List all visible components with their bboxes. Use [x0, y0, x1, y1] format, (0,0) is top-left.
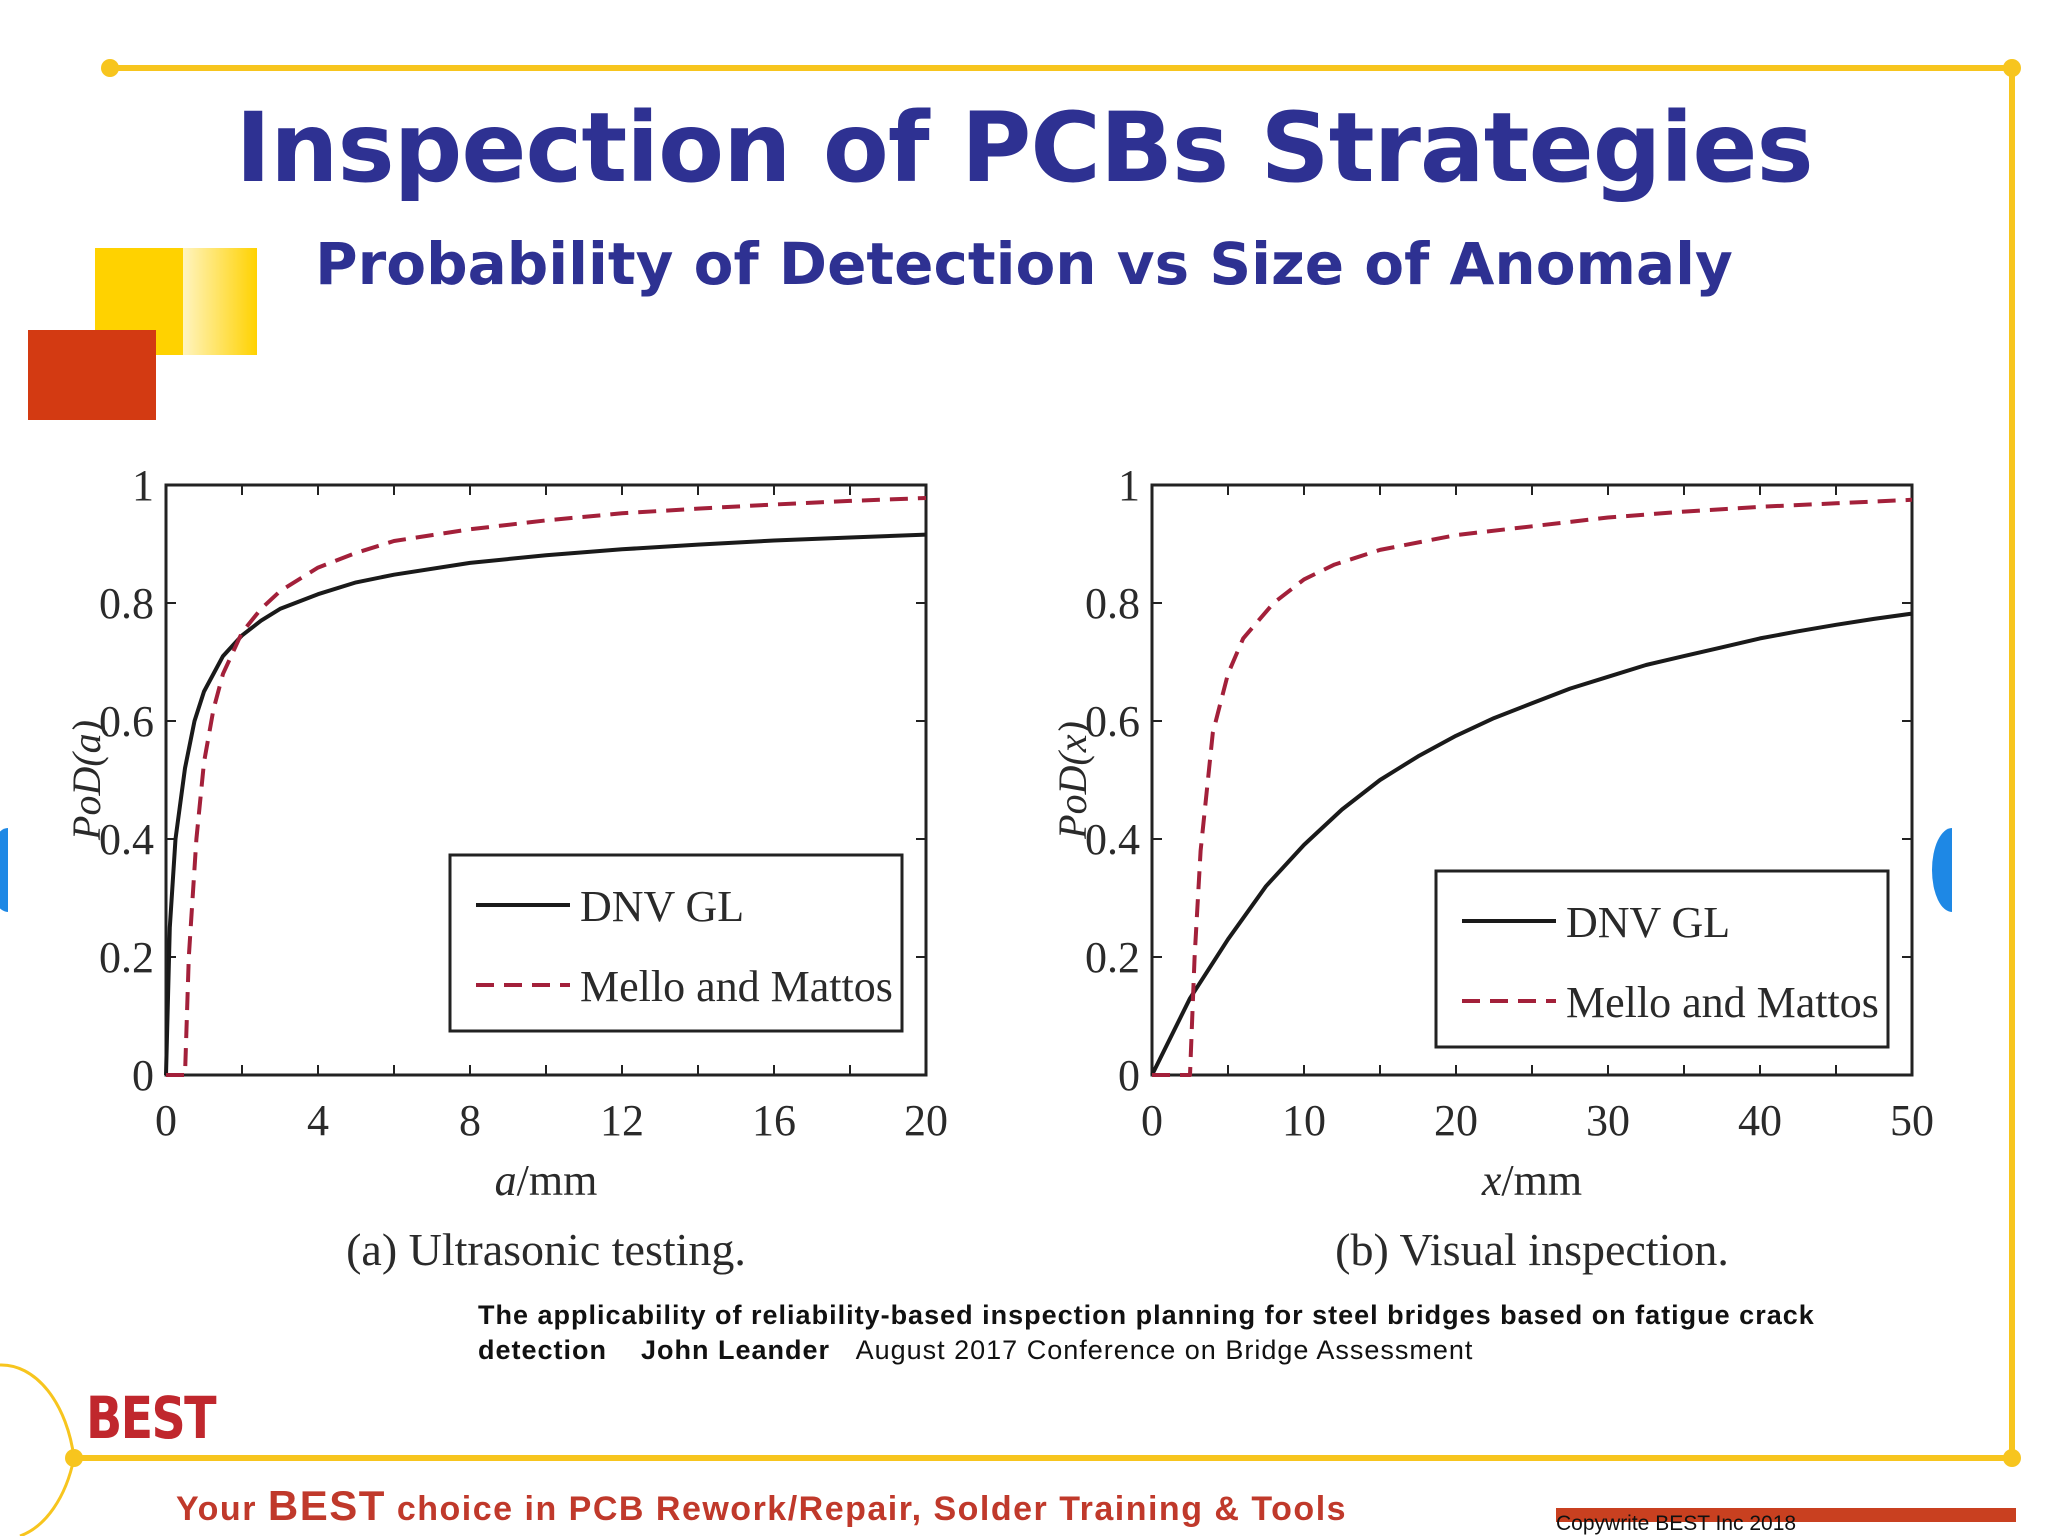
- x-tick-label: 20: [1434, 1096, 1478, 1145]
- citation-venue: August 2017 Conference on Bridge Assessm…: [855, 1335, 1474, 1365]
- x-tick-label: 8: [459, 1096, 481, 1145]
- chart-visual: 0 0.2 0.4 0.6 0.8 1 0 10 20 30 40 50 PoD(x) x/mm (…: [1050, 461, 1934, 1275]
- y-tick-label: 1: [132, 461, 154, 510]
- x-axis-label: x/mm: [1481, 1156, 1582, 1205]
- nav-left-arrow-icon[interactable]: [0, 828, 8, 912]
- copyright: Copywrite BEST Inc 2018: [1556, 1512, 1797, 1535]
- x-tick-label: 40: [1738, 1096, 1782, 1145]
- citation-title: The applicability of reliability-based i…: [478, 1300, 1815, 1365]
- x-tick-label: 16: [752, 1096, 796, 1145]
- y-tick-label: 0.8: [1085, 579, 1140, 628]
- y-tick-label: 0.6: [99, 697, 154, 746]
- series-line-dnv-gl: [164, 532, 927, 1076]
- decor-square-red: [28, 330, 156, 420]
- series-line-mello-mattos: [1152, 497, 1913, 1077]
- legend: DNV GL Mello and Mattos: [1434, 869, 1890, 1049]
- legend-box: [448, 853, 904, 1033]
- slide-title: Inspection of PCBs Strategies: [235, 92, 1813, 204]
- y-tick-label: 0.8: [99, 579, 154, 628]
- legend-label-dnv: DNV GL: [1566, 898, 1730, 947]
- plot-area: [1150, 483, 1914, 1077]
- footer-red-bar: [1556, 1508, 2016, 1522]
- legend-label-mello: Mello and Mattos: [1566, 978, 1879, 1027]
- plot-area: [164, 483, 928, 1077]
- legend-box: [1434, 869, 1890, 1049]
- x-tick-label: 4: [307, 1096, 329, 1145]
- series-line-dnv-gl: [1150, 611, 1913, 1076]
- decor-square-fade: [183, 248, 257, 355]
- tagline-pre: Your: [176, 1490, 268, 1528]
- best-logo: BEST: [86, 1384, 217, 1452]
- x-tick-label: 0: [1141, 1096, 1163, 1145]
- tagline-post: choice in PCB Rework/Repair, Solder Trai…: [385, 1490, 1348, 1528]
- slide-subtitle: Probability of Detection vs Size of Anom…: [315, 230, 1733, 298]
- nav-right-arrow-icon[interactable]: [1932, 828, 1952, 912]
- legend: DNV GL Mello and Mattos: [448, 853, 904, 1033]
- y-tick-label: 0: [132, 1051, 154, 1100]
- y-tick-label: 0.4: [1085, 815, 1140, 864]
- citation-author: John Leander: [641, 1335, 831, 1365]
- x-tick-label: 0: [155, 1096, 177, 1145]
- y-tick-label: 0.2: [1085, 933, 1140, 982]
- x-axis-label: a/mm: [495, 1156, 598, 1205]
- x-tick-label: 50: [1890, 1096, 1934, 1145]
- chart-caption: (a) Ultrasonic testing.: [346, 1224, 746, 1275]
- y-tick-label: 0.2: [99, 933, 154, 982]
- y-axis-label: PoD(x): [1050, 721, 1095, 840]
- legend-label-dnv: DNV GL: [580, 882, 744, 931]
- y-tick-label: 0.6: [1085, 697, 1140, 746]
- y-axis-label: PoD(a): [64, 720, 109, 841]
- x-tick-label: 20: [904, 1096, 948, 1145]
- chart-caption: (b) Visual inspection.: [1335, 1224, 1729, 1275]
- x-tick-label: 12: [600, 1096, 644, 1145]
- tagline-brand: BEST: [267, 1482, 386, 1529]
- x-tick-label: 30: [1586, 1096, 1630, 1145]
- footer-tagline: Your BEST choice in PCB Rework/Repair, S…: [176, 1482, 1347, 1530]
- y-tick-label: 0: [1118, 1051, 1140, 1100]
- citation: The applicability of reliability-based i…: [478, 1298, 1938, 1368]
- chart-ultrasonic: 0 0.2 0.4 0.6 0.8 1 0 4 8 12 16 20 PoD(a) a/mm (a)…: [64, 461, 948, 1275]
- y-tick-label: 0.4: [99, 815, 154, 864]
- y-tick-label: 1: [1118, 461, 1140, 510]
- series-line-mello-mattos: [166, 496, 927, 1077]
- x-tick-label: 10: [1282, 1096, 1326, 1145]
- legend-label-mello: Mello and Mattos: [580, 962, 893, 1011]
